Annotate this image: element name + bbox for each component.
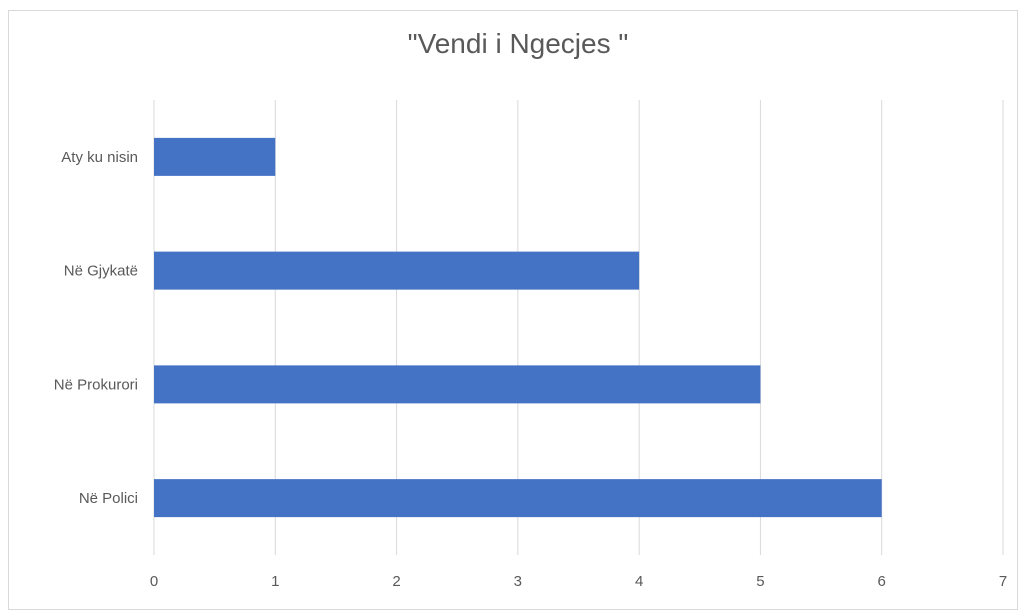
x-tick-label: 3	[514, 573, 522, 590]
x-tick-labels: 0 1 2 3 4 5 6 7	[150, 573, 1007, 590]
category-label: Në Gjykatë	[64, 263, 138, 280]
bars	[154, 137, 882, 518]
bar	[154, 365, 761, 404]
bar	[154, 137, 276, 176]
bar	[154, 251, 640, 290]
category-labels: Aty ku nisin Në Gjykatë Në Prokurori Në Pol…	[54, 149, 138, 507]
x-tick-label: 5	[756, 573, 764, 590]
x-tick-label: 1	[271, 573, 279, 590]
chart-title: "Vendi i Ngecjes "	[407, 28, 629, 59]
bar	[154, 479, 882, 518]
category-label: Aty ku nisin	[61, 149, 138, 166]
category-label: Në Polici	[79, 490, 138, 507]
category-label: Në Prokurori	[54, 376, 138, 393]
x-tick-label: 6	[878, 573, 886, 590]
x-tick-label: 0	[150, 573, 158, 590]
x-tick-label: 2	[392, 573, 400, 590]
x-tick-label: 4	[635, 573, 643, 590]
x-tick-label: 7	[999, 573, 1007, 590]
